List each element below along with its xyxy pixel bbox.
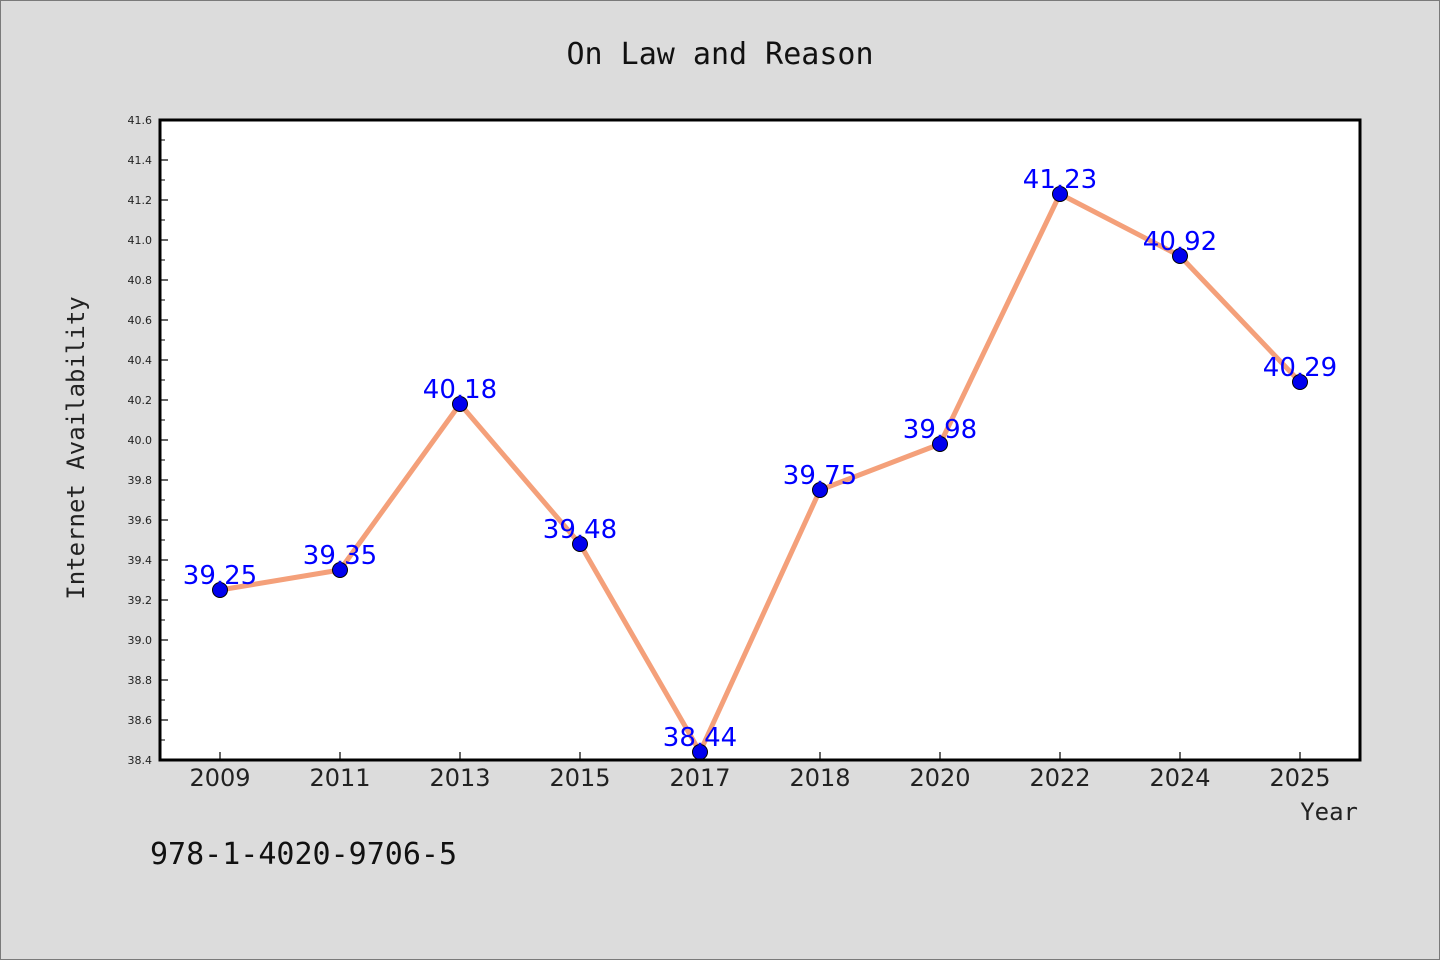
data-point	[212, 582, 228, 598]
x-tick-label: 2011	[309, 764, 370, 792]
y-tick-label: 39.0	[128, 634, 153, 647]
series-markers	[212, 186, 1308, 760]
plot-area	[160, 120, 1360, 760]
data-label: 41.23	[1023, 165, 1097, 195]
x-axis-ticks: 2009 2011 2013 2015 2017 2018 2020 2022 2024 2025	[189, 752, 1331, 792]
data-label: 39.35	[303, 541, 377, 571]
y-tick-label: 40.2	[128, 394, 153, 407]
y-tick-label: 39.6	[128, 514, 153, 527]
y-tick-label: 39.8	[128, 474, 153, 487]
y-tick-label: 40.6	[128, 314, 153, 327]
plot-border	[158, 118, 1362, 762]
data-label: 38.44	[663, 723, 737, 753]
y-tick-label: 38.6	[128, 714, 153, 727]
x-tick-label: 2020	[909, 764, 970, 792]
data-point	[1292, 374, 1308, 390]
series-line	[217, 191, 1303, 755]
y-tick-label: 40.0	[128, 434, 153, 447]
x-tick-label: 2013	[429, 764, 490, 792]
data-point	[1172, 248, 1188, 264]
isbn-text: 978-1-4020-9706-5	[150, 837, 457, 872]
y-tick-label: 39.4	[128, 554, 153, 567]
x-tick-label: 2015	[549, 764, 610, 792]
data-labels: 39.25 39.35 40.18 39.48 38.44 39.75 39.98 41.23…	[183, 165, 1337, 753]
data-label: 40.18	[423, 375, 497, 405]
data-point	[452, 396, 468, 412]
data-label: 39.25	[183, 561, 257, 591]
y-tick-label: 38.8	[128, 674, 153, 687]
data-label: 39.48	[543, 515, 617, 545]
x-tick-label: 2025	[1269, 764, 1330, 792]
x-tick-label: 2009	[189, 764, 250, 792]
y-tick-label: 38.4	[128, 754, 153, 767]
chart-title: On Law and Reason	[566, 37, 873, 72]
x-axis-label: Year	[1300, 798, 1358, 826]
x-tick-label: 2022	[1029, 764, 1090, 792]
data-label: 40.92	[1143, 227, 1217, 257]
x-tick-label: 2017	[669, 764, 730, 792]
data-point	[1052, 186, 1068, 202]
y-tick-label: 41.2	[128, 194, 153, 207]
y-tick-label: 41.0	[128, 234, 153, 247]
y-tick-label: 41.4	[128, 154, 153, 167]
y-tick-label: 40.4	[128, 354, 153, 367]
data-label: 39.98	[903, 415, 977, 445]
y-axis-label: Internet Availability	[62, 296, 90, 599]
y-tick-label: 39.2	[128, 594, 153, 607]
x-tick-label: 2024	[1149, 764, 1210, 792]
data-point	[812, 482, 828, 498]
data-point	[332, 562, 348, 578]
data-label: 39.75	[783, 461, 857, 491]
data-point	[572, 536, 588, 552]
x-tick-label: 2018	[789, 764, 850, 792]
y-tick-label: 40.8	[128, 274, 153, 287]
y-tick-label: 41.6	[128, 114, 153, 127]
data-point	[932, 436, 948, 452]
data-label: 40.29	[1263, 353, 1337, 383]
